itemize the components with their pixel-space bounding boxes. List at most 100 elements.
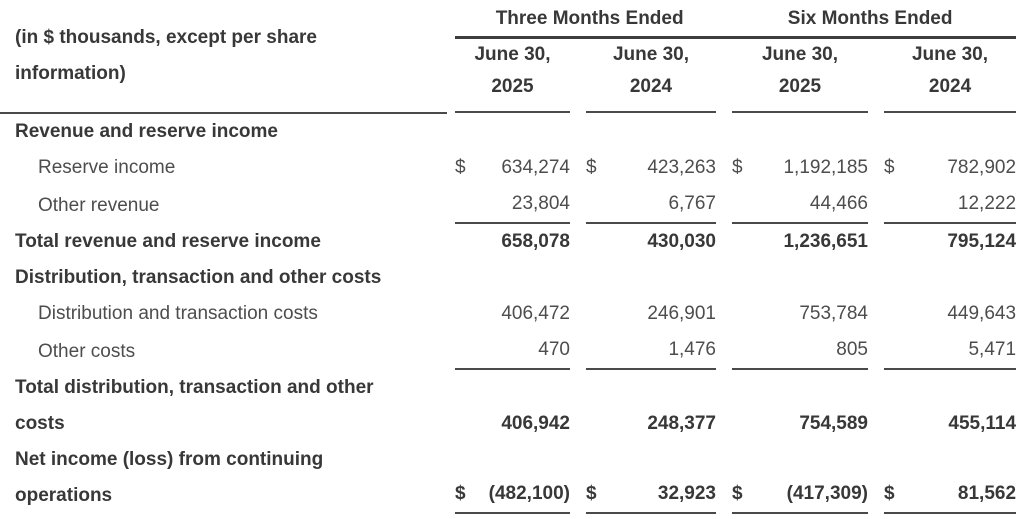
cell-value: 753,784 — [724, 296, 876, 332]
value: 406,472 — [501, 303, 570, 324]
cell-value: $1,192,185 — [724, 150, 876, 186]
period-groups: Three Months Ended Six Months Ended — [447, 0, 1024, 39]
cell-value: 6,767 — [578, 186, 724, 224]
cell-value: 12,222 — [876, 186, 1024, 224]
value: 32,923 — [657, 483, 716, 504]
cell-value: 449,643 — [876, 296, 1024, 332]
value: 753,784 — [799, 303, 868, 324]
value: 455,114 — [948, 413, 1017, 434]
value: 634,274 — [501, 157, 570, 178]
row-other-costs: Other costs 470 1,476 805 5,471 — [0, 332, 1024, 370]
column-header-3m-2024: June 30, 2024 — [578, 39, 724, 113]
dollar-sign: $ — [455, 157, 466, 178]
value: 1,192,185 — [783, 157, 868, 178]
cell-value: 455,114 — [876, 370, 1024, 442]
value: (417,309) — [786, 483, 868, 504]
row-label: Total revenue and reserve income — [15, 231, 321, 252]
row-label-line1: Net income (loss) from continuing — [15, 449, 324, 470]
cell-value: 248,377 — [578, 370, 724, 442]
row-label: Reserve income — [38, 157, 176, 178]
value: 406,942 — [501, 413, 570, 434]
cell-value: 246,901 — [578, 296, 724, 332]
date-label: June 30, — [612, 44, 690, 65]
cell-value: $ (482,100) — [447, 442, 578, 514]
row-spacer — [447, 113, 1024, 150]
row-revenue-and-reserve-income: Revenue and reserve income — [0, 113, 1024, 150]
group-six-months-ended: Six Months Ended — [787, 8, 953, 29]
dollar-sign: $ — [884, 157, 895, 178]
column-header-3m-2025: June 30, 2025 — [447, 39, 578, 113]
row-label-line1: Total distribution, transaction and othe… — [15, 377, 374, 398]
cell-value: $32,923 — [578, 442, 724, 514]
cell-value: $ (417,309) — [724, 442, 876, 514]
header-group-row: (in $ thousands, except per share inform… — [0, 0, 1024, 114]
row-label-line2: costs — [15, 413, 65, 434]
cell-value: 754,589 — [724, 370, 876, 442]
cell-value: 795,124 — [876, 224, 1024, 260]
value: 5,471 — [968, 339, 1017, 360]
date-label: June 30, — [761, 44, 839, 65]
value: 6,767 — [668, 193, 716, 214]
row-spacer — [447, 260, 1024, 296]
row-label-line2: operations — [15, 485, 113, 506]
cell-value: 1,476 — [578, 332, 724, 370]
year-label: 2025 — [778, 76, 822, 97]
corner-label-line1: (in $ thousands, except per share — [15, 27, 317, 48]
year-label: 2024 — [928, 76, 972, 97]
cell-value: 1,236,651 — [724, 224, 876, 260]
cell-value: $782,902 — [876, 150, 1024, 186]
cell-value: 430,030 — [578, 224, 724, 260]
row-total-distribution-transaction-and-other-costs: Total distribution, transaction and othe… — [0, 370, 1024, 442]
cell-value: 44,466 — [724, 186, 876, 224]
value: 44,466 — [809, 193, 868, 214]
row-label: Distribution and transaction costs — [38, 303, 318, 324]
dollar-sign: $ — [455, 483, 466, 504]
value: 1,236,651 — [783, 231, 868, 252]
year-label: 2024 — [629, 76, 673, 97]
cell-value: $81,562 — [876, 442, 1024, 514]
value: 23,804 — [511, 193, 570, 214]
value: (482,100) — [488, 483, 570, 504]
group-three-months-ended: Three Months Ended — [495, 8, 684, 29]
row-other-revenue: Other revenue 23,804 6,767 44,466 12,222 — [0, 186, 1024, 224]
dollar-sign: $ — [586, 157, 597, 178]
value: 754,589 — [799, 413, 868, 434]
cell-value: 23,804 — [447, 186, 578, 224]
period-groups-inner: Three Months Ended Six Months Ended — [455, 8, 1017, 39]
row-label: Distribution, transaction and other cost… — [15, 267, 382, 288]
dollar-sign: $ — [732, 483, 743, 504]
row-label: Net income (loss) from continuing operat… — [0, 442, 447, 514]
cell-value: 470 — [447, 332, 578, 370]
value: 795,124 — [947, 231, 1017, 252]
row-distribution-and-transaction-costs: Distribution and transaction costs 406,4… — [0, 296, 1024, 332]
value: 248,377 — [647, 413, 716, 434]
value: 805 — [836, 339, 868, 360]
cell-value: 406,472 — [447, 296, 578, 332]
row-label: Other costs — [38, 341, 136, 362]
dollar-sign: $ — [884, 483, 895, 504]
value: 430,030 — [647, 231, 716, 252]
cell-value: $634,274 — [447, 150, 578, 186]
cell-value: 5,471 — [876, 332, 1024, 370]
dollar-sign: $ — [586, 483, 597, 504]
row-label: Revenue and reserve income — [15, 121, 278, 142]
value: 1,476 — [668, 339, 716, 360]
row-net-income-loss-from-continuing-operations: Net income (loss) from continuing operat… — [0, 442, 1024, 514]
row-reserve-income: Reserve income $634,274 $423,263 $1,192,… — [0, 150, 1024, 186]
row-distribution-transaction-and-other-costs: Distribution, transaction and other cost… — [0, 260, 1024, 296]
row-label: Total distribution, transaction and othe… — [0, 370, 447, 442]
value: 423,263 — [647, 157, 716, 178]
value: 782,902 — [947, 157, 1017, 178]
cell-value: $423,263 — [578, 150, 724, 186]
header-date-row: June 30, 2025 June 30, 2024 June 30, 202… — [0, 39, 1024, 113]
cell-value: 805 — [724, 332, 876, 370]
cell-value: 658,078 — [447, 224, 578, 260]
dollar-sign: $ — [732, 157, 743, 178]
value: 658,078 — [501, 231, 570, 252]
corner-label-line2: information) — [15, 63, 126, 84]
column-header-6m-2025: June 30, 2025 — [724, 39, 876, 113]
date-label: June 30, — [911, 44, 989, 65]
value: 81,562 — [957, 483, 1017, 504]
